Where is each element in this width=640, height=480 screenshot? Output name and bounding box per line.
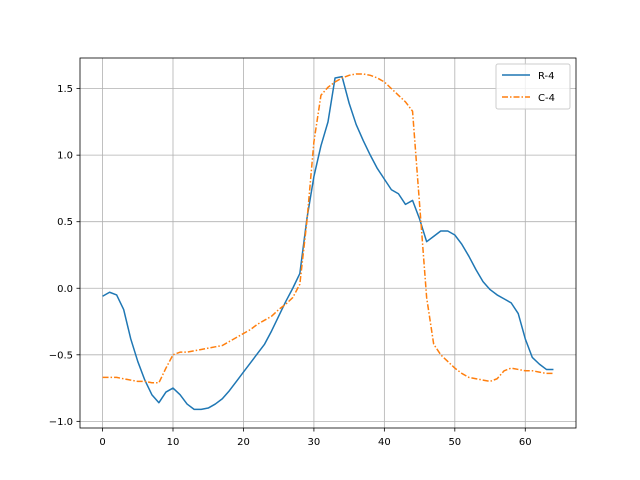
legend-label-c4: C-4	[538, 93, 555, 104]
y-tick-label: −0.5	[49, 350, 73, 361]
x-tick-label: 50	[448, 437, 461, 448]
series-line-c4	[102, 73, 554, 384]
y-tick-label: −1.0	[49, 417, 73, 428]
plot-frame	[79, 57, 577, 429]
series-layer	[102, 73, 554, 411]
y-tick-label: 0.5	[57, 217, 73, 228]
legend: R-4 C-4	[495, 63, 571, 110]
x-tick-label: 30	[308, 437, 321, 448]
ticks-layer: 0 10 20 30 40 50 60 −1.0 −0.5 0.0 0.5 1.0 1.5	[49, 84, 532, 448]
legend-label-r4: R-4	[538, 71, 555, 82]
y-tick-label: 1.0	[57, 151, 73, 162]
grid-layer	[80, 58, 576, 428]
y-tick-label: 0.0	[57, 284, 73, 295]
x-tick-label: 60	[519, 437, 532, 448]
x-tick-label: 40	[378, 437, 391, 448]
x-tick-label: 20	[237, 437, 250, 448]
series-line-r4	[102, 75, 554, 411]
legend-frame	[495, 63, 571, 110]
y-tick-label: 1.5	[57, 84, 73, 95]
x-tick-label: 0	[99, 437, 105, 448]
x-tick-label: 10	[167, 437, 180, 448]
